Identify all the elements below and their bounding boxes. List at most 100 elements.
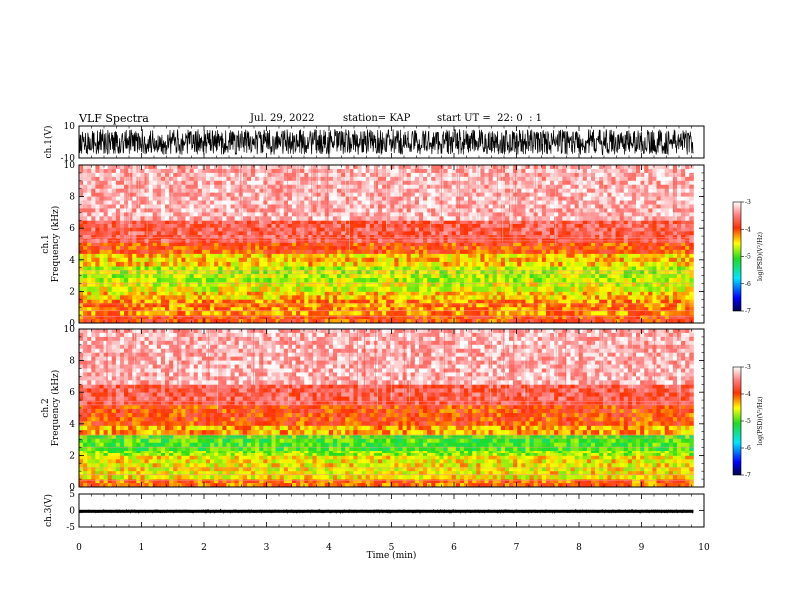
spectrogram-cell (418, 172, 424, 178)
spectrogram-cell (496, 277, 502, 283)
spectrogram-cell (165, 253, 170, 259)
spectrogram-cell (398, 176, 403, 182)
spectrogram-cell (312, 261, 317, 267)
spectrogram-cell (648, 176, 653, 182)
spectrogram-cell (660, 220, 666, 225)
spectrogram-cell (332, 220, 338, 225)
spectrogram-cell (595, 299, 600, 304)
spectrogram-cell (685, 242, 690, 247)
spectrogram-cell (394, 307, 399, 312)
spectrogram-cell (337, 281, 342, 288)
spectrogram-cell (562, 246, 567, 251)
spectrogram-cell (193, 266, 199, 271)
spectrogram-cell (87, 220, 92, 225)
spectrogram-cell (99, 220, 104, 225)
spectrogram-cell (476, 253, 481, 259)
spectrogram-cell (111, 303, 117, 308)
spectrogram-cell (615, 281, 621, 288)
spectrogram-cell (230, 180, 236, 186)
spectrogram-cell (464, 231, 469, 236)
spectrogram-cell (115, 315, 121, 320)
spectrogram-cell (668, 253, 674, 259)
spectrogram-cell (668, 172, 674, 178)
spectrogram-cell (427, 231, 432, 236)
spectrogram-cell (427, 286, 432, 292)
spectrogram-cell (533, 266, 539, 271)
spectrogram-cell (369, 307, 375, 312)
spectrogram-cell (210, 281, 215, 288)
spectrogram-cell (205, 223, 211, 229)
spectrogram-cell (234, 315, 240, 320)
spectrogram-cell (156, 315, 162, 320)
spectrogram-cell (226, 253, 231, 259)
spectrogram-cell (103, 242, 109, 247)
spectrogram-cell (599, 176, 604, 182)
spectrogram-cell (607, 295, 612, 300)
spectrogram-cell (431, 246, 436, 251)
spectrogram-cell (119, 303, 125, 308)
spectrogram-cell (689, 176, 694, 182)
spectrogram-cell (287, 223, 293, 229)
spectrogram-cell (488, 274, 494, 279)
spectrogram-cell (672, 274, 678, 279)
spectrogram-cell (79, 319, 84, 324)
spectrogram-cell (607, 286, 612, 292)
spectrogram-cell (214, 286, 219, 292)
spectrogram-cell (472, 286, 477, 292)
spectrogram-cell (214, 172, 219, 178)
spectrogram-cell (255, 253, 260, 259)
spectrogram-cell (373, 176, 379, 182)
spectrogram-cell (361, 253, 367, 259)
spectrogram-cell (328, 249, 334, 254)
spectrogram-cell (640, 274, 645, 279)
spectrogram-cell (439, 281, 444, 288)
spectrogram-cell (668, 227, 674, 232)
spectrogram-cell (574, 253, 580, 259)
spectrogram-cell (349, 188, 354, 194)
spectrogram-cell (267, 246, 272, 251)
spectrogram-cell (468, 303, 473, 308)
spectrogram-cell (427, 253, 432, 259)
spectrogram-cell (152, 299, 158, 304)
spectrogram-cell (324, 311, 330, 316)
spectrogram-cell (312, 277, 317, 283)
spectrogram-cell (619, 235, 625, 240)
spectrogram-cell (513, 311, 518, 316)
spectrogram-cell (496, 315, 502, 320)
spectrogram-cell (177, 311, 182, 316)
spectrogram-cell (533, 307, 539, 312)
spectrogram-cell (365, 303, 371, 308)
spectrogram-cell (398, 286, 403, 292)
spectrogram-cell (504, 249, 510, 254)
spectrogram-cell (459, 176, 465, 182)
spectrogram-cell (648, 220, 653, 225)
spectrogram-cell (423, 291, 428, 296)
spectrogram-cell (91, 168, 96, 174)
spectrogram-cell (111, 281, 117, 288)
spectrogram-cell (607, 307, 612, 312)
spectrogram-cell (582, 180, 588, 186)
spectrogram-cell (156, 257, 162, 263)
spectrogram-cell (287, 172, 293, 178)
spectrogram-cell (271, 315, 276, 320)
spectrogram-cell (631, 291, 637, 296)
spectrogram-cell (427, 235, 432, 240)
spectrogram-cell (656, 315, 662, 320)
spectrogram-cell (431, 270, 436, 275)
spectrogram-cell (496, 242, 502, 247)
spectrogram-cell (414, 184, 420, 190)
spectrogram-cell (320, 270, 326, 275)
spectrogram-cell (488, 246, 494, 251)
spectrogram-cell (226, 281, 231, 288)
spectrogram-cell (611, 253, 616, 259)
spectrogram-cell (152, 165, 158, 170)
spectrogram-cell (222, 291, 227, 296)
spectrogram-cell (238, 253, 244, 259)
spectrogram-cell (230, 303, 236, 308)
spectrogram-cell (218, 286, 223, 292)
spectrogram-cell (681, 274, 686, 279)
spectrogram-cell (451, 227, 457, 232)
spectrogram-cell (443, 168, 449, 174)
spectrogram-cell (431, 168, 436, 174)
spectrogram-cell (586, 266, 592, 271)
